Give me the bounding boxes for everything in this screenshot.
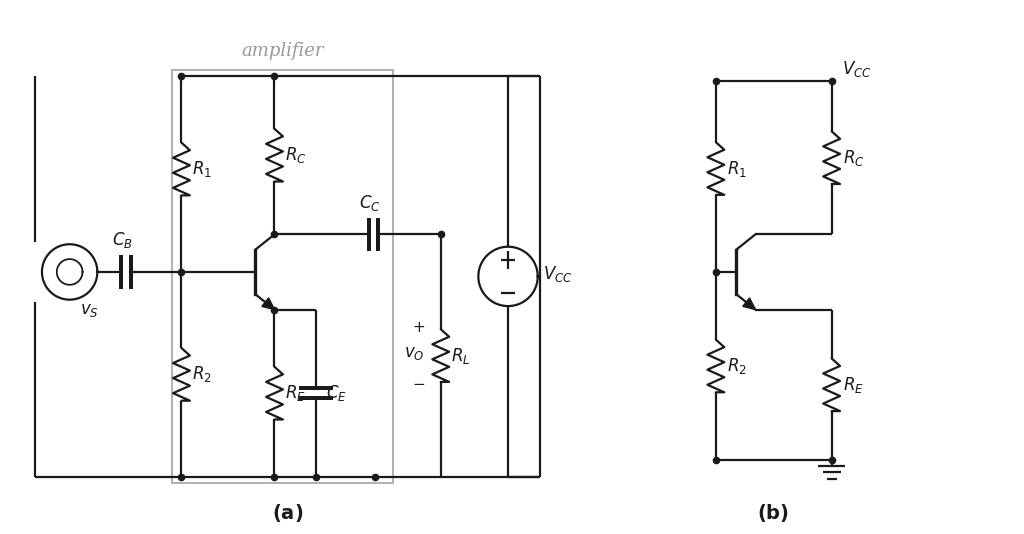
- Text: $\bf{(b)}$: $\bf{(b)}$: [757, 502, 790, 524]
- Text: $\bf{(a)}$: $\bf{(a)}$: [271, 502, 303, 524]
- Text: $R_C$: $R_C$: [843, 147, 864, 168]
- Text: $R_E$: $R_E$: [843, 375, 863, 395]
- Text: $v_S$: $v_S$: [80, 302, 98, 319]
- Text: $C_B$: $C_B$: [112, 230, 132, 250]
- Text: $R_E$: $R_E$: [286, 383, 306, 403]
- Text: $V_{CC}$: $V_{CC}$: [842, 59, 871, 79]
- Text: $R_1$: $R_1$: [193, 159, 212, 179]
- Text: $R_2$: $R_2$: [193, 364, 212, 384]
- Text: $+$: $+$: [412, 321, 425, 335]
- Text: $V_{CC}$: $V_{CC}$: [543, 264, 572, 285]
- Text: $C_C$: $C_C$: [358, 193, 380, 213]
- Text: $R_2$: $R_2$: [727, 356, 746, 376]
- Polygon shape: [262, 298, 274, 310]
- Text: amplifier: amplifier: [242, 42, 324, 60]
- Text: $-$: $-$: [412, 376, 425, 390]
- Text: $R_1$: $R_1$: [727, 159, 746, 178]
- Text: $R_L$: $R_L$: [451, 345, 470, 366]
- Text: $R_C$: $R_C$: [286, 145, 307, 165]
- Text: $C_E$: $C_E$: [326, 383, 347, 403]
- Text: $v_O$: $v_O$: [404, 345, 425, 362]
- Polygon shape: [742, 298, 756, 310]
